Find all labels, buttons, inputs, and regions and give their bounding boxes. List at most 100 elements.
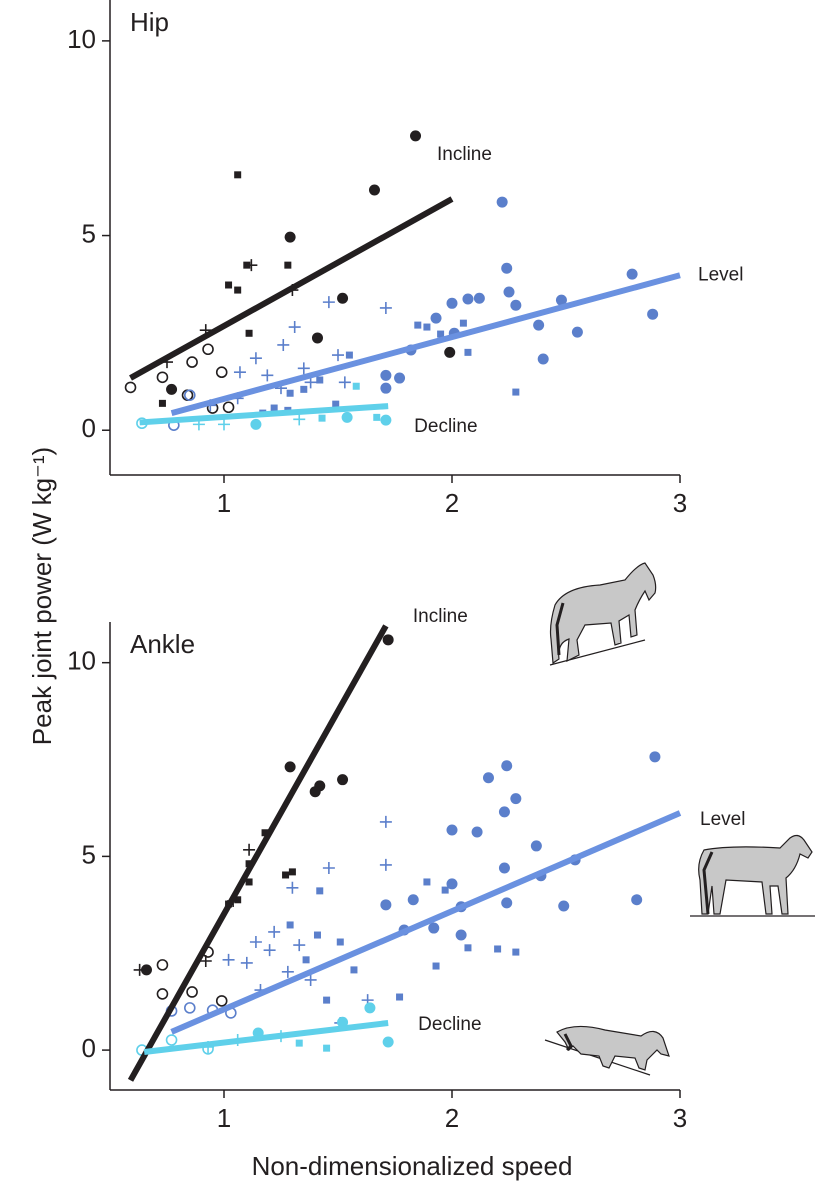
point [318,414,326,422]
point [300,385,308,393]
point [245,259,258,272]
point [184,1002,196,1014]
point [295,1039,303,1047]
point [423,323,431,331]
point [293,413,306,426]
goat-level [690,834,815,917]
point [222,401,235,414]
point [382,1036,394,1048]
point [380,382,392,394]
point [380,899,392,911]
point [379,858,392,871]
point [571,326,583,338]
regression-line [143,1020,389,1056]
point [156,959,169,971]
y-tick-label: 0 [82,413,96,443]
point [158,399,166,407]
point [364,1002,376,1014]
point [286,389,294,397]
point [218,418,230,431]
point [631,894,643,906]
point [396,993,404,1001]
point [414,321,422,329]
point [268,925,281,938]
regression-line [170,272,681,416]
point [240,956,253,969]
point [379,301,392,314]
point [297,362,310,375]
point [510,299,522,311]
point [186,356,198,368]
y-tick-label: 0 [82,1033,96,1063]
point [202,343,214,356]
point [512,948,520,956]
point [243,843,256,856]
point [286,881,299,894]
point [245,329,253,337]
point [510,793,522,805]
point [322,296,335,309]
point [316,887,324,895]
x-axis-label: Non-dimensionalized speed [252,1151,573,1181]
line-label: Incline [437,144,492,165]
line-label: Level [698,264,743,285]
point [332,349,344,362]
point [498,862,510,874]
point [249,352,262,365]
point [245,878,253,886]
panel-title: Hip [130,7,169,37]
point [184,389,196,401]
panel: Hip 0 5 10 1 2 3 Incline Level Decline [67,0,743,518]
point [380,414,392,426]
point [382,634,394,646]
point [282,871,290,879]
point [270,404,278,412]
goat-incline [549,562,657,666]
regression-line [170,810,682,1035]
point [309,786,321,798]
line-label: Decline [418,1014,481,1035]
point [501,897,513,909]
x-tick-label: 2 [445,1103,459,1133]
point [316,376,324,384]
regression-line [127,624,389,1082]
point [501,760,513,772]
point [215,366,228,379]
point [323,996,331,1004]
point [165,1034,178,1046]
point [277,338,290,351]
point [337,292,349,304]
regression-line [129,196,454,381]
point [225,281,233,289]
goat-decline [544,1025,670,1076]
point [284,261,292,269]
panel: Ankle 0 5 10 1 2 3 Incline Level Decline [67,606,745,1133]
y-tick-label: 5 [82,839,96,869]
line-label: Decline [414,416,477,437]
point [263,944,276,957]
regression-line [139,403,389,426]
point [446,824,458,836]
line-label: Incline [413,606,468,627]
point [293,939,306,952]
point [156,988,169,1000]
point [462,293,474,305]
point [234,896,242,904]
point [133,963,146,976]
point [215,995,228,1007]
point [432,962,440,970]
point [626,268,638,280]
point [234,286,242,294]
point [322,862,335,875]
point [140,964,152,976]
point [302,956,310,964]
point [350,966,358,974]
point [473,292,485,304]
point [284,761,296,773]
y-axis-label: Peak joint power (W kg⁻¹) [27,447,57,745]
point [379,815,392,828]
y-tick-label: 10 [67,646,96,676]
point [482,772,494,784]
point [373,413,381,421]
